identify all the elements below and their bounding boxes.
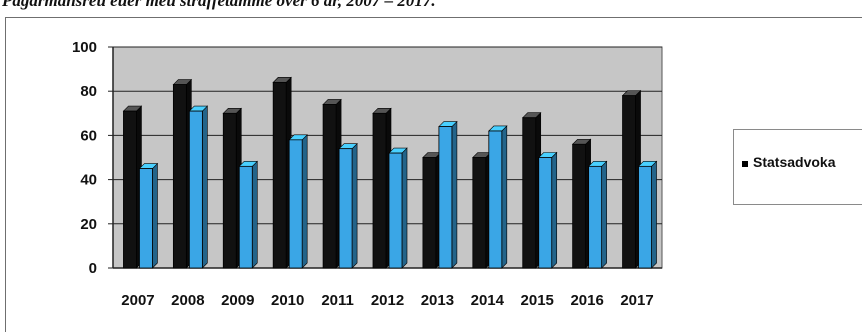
x-tick-label: 2013 <box>421 292 454 309</box>
x-tick-label: 2011 <box>321 292 354 309</box>
legend-swatch <box>742 161 748 167</box>
bar-side <box>152 162 158 269</box>
chart-frame <box>5 17 862 332</box>
bar-black-2016 <box>572 143 587 269</box>
bar-black-2010 <box>272 81 287 269</box>
bar-side <box>301 134 308 269</box>
figure-caption: Pågårmansreu euer meu straffetamme over … <box>2 0 436 10</box>
bar-black-2014 <box>472 157 487 269</box>
x-tick-label: 2012 <box>371 292 404 309</box>
bar-blue-2012 <box>388 152 403 269</box>
bar-blue-2014 <box>488 130 503 269</box>
y-tick-label: 60 <box>80 127 97 144</box>
y-tick-label: 80 <box>80 83 97 100</box>
x-tick-label: 2010 <box>271 292 304 309</box>
x-tick-label: 2015 <box>521 292 554 309</box>
bar-black-2013 <box>422 157 437 269</box>
bar-black-2007 <box>123 110 137 269</box>
bar-side <box>202 105 208 269</box>
bar-side <box>451 120 458 269</box>
bar-side <box>501 125 508 269</box>
bar-blue-2008 <box>188 110 203 269</box>
bar-blue-2013 <box>438 126 453 269</box>
bar-side <box>251 160 258 269</box>
bar-blue-2011 <box>338 148 353 269</box>
bar-black-2012 <box>372 112 387 269</box>
x-tick-label: 2009 <box>221 292 254 309</box>
y-tick-label: 100 <box>72 39 97 56</box>
bar-side <box>651 160 657 269</box>
bar-blue-2016 <box>588 165 603 269</box>
bar-black-2008 <box>172 84 187 269</box>
bar-black-2011 <box>322 104 337 269</box>
x-tick-label: 2008 <box>171 292 204 309</box>
bar-side <box>551 151 558 269</box>
bar-blue-2007 <box>139 168 153 269</box>
bar-side <box>351 142 358 269</box>
bar-blue-2009 <box>238 165 253 269</box>
y-tick-label: 20 <box>80 216 97 233</box>
bar-blue-2015 <box>538 157 553 269</box>
y-tick-label: 0 <box>89 260 97 277</box>
bar-blue-2017 <box>638 165 652 269</box>
y-tick-label: 40 <box>80 172 97 189</box>
bar-side <box>601 160 607 269</box>
x-tick-label: 2017 <box>620 292 653 309</box>
bar-black-2009 <box>222 112 237 269</box>
bar-side <box>401 147 408 269</box>
legend: Statsadvoka <box>733 129 862 205</box>
bar-black-2015 <box>522 117 537 269</box>
x-tick-label: 2016 <box>570 292 603 309</box>
x-tick-label: 2007 <box>121 292 154 309</box>
x-tick-label: 2014 <box>471 292 505 309</box>
legend-label: Statsadvoka <box>753 154 836 170</box>
bar-blue-2010 <box>288 139 303 269</box>
bar-black-2017 <box>622 95 636 269</box>
